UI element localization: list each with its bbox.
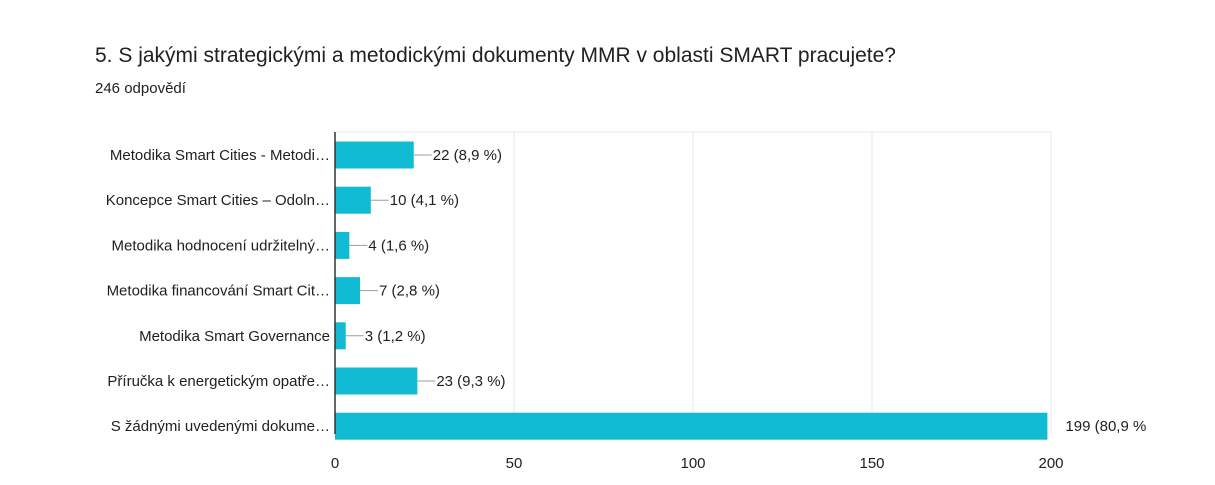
x-tick-label-4: 200: [1038, 455, 1063, 472]
value-label-2: 4 (1,6 %): [368, 237, 429, 254]
bar-1: [335, 186, 371, 214]
category-label-1: Koncepce Smart Cities – Odoln…: [106, 192, 330, 209]
value-label-0: 22 (8,9 %): [433, 147, 502, 164]
question-title: 5. S jakými strategickými a metodickými …: [95, 44, 896, 67]
bar-6: [335, 412, 1048, 440]
bar-3: [335, 277, 361, 305]
x-tick-label-1: 50: [506, 455, 523, 472]
response-count: 246 odpovědí: [95, 80, 186, 97]
value-label-6: 199 (80,9 %: [1065, 418, 1146, 435]
value-label-1: 10 (4,1 %): [390, 192, 459, 209]
bar-2: [335, 231, 350, 259]
category-label-5: Příručka k energetickým opatře…: [107, 373, 330, 390]
value-label-5: 23 (9,3 %): [436, 373, 505, 390]
category-label-0: Metodika Smart Cities - Metodi…: [110, 147, 330, 164]
category-label-4: Metodika Smart Governance: [139, 328, 330, 345]
x-tick-label-3: 150: [859, 455, 884, 472]
value-label-4: 3 (1,2 %): [365, 328, 426, 345]
bar-4: [335, 322, 346, 350]
value-label-3: 7 (2,8 %): [379, 283, 440, 300]
x-tick-label-2: 100: [680, 455, 705, 472]
bar-5: [335, 367, 418, 395]
category-label-6: S žádnými uvedenými dokume…: [111, 418, 330, 435]
category-label-2: Metodika hodnocení udržitelný…: [112, 237, 330, 254]
category-label-3: Metodika financování Smart Cit…: [107, 283, 330, 300]
x-tick-label-0: 0: [331, 455, 339, 472]
bar-0: [335, 141, 414, 169]
